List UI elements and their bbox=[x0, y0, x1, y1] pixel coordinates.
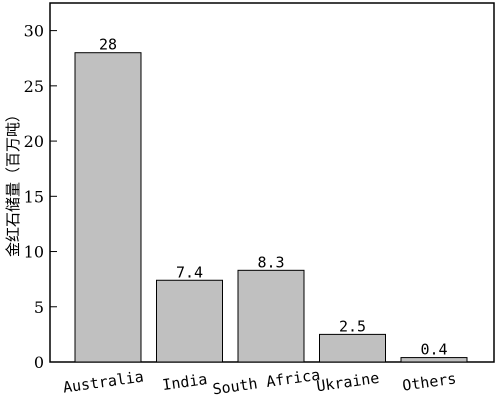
y-axis: 0 5 10 15 20 25 30 bbox=[24, 22, 57, 372]
y-axis-title: 金红石储量（百万吨） bbox=[4, 107, 22, 257]
bar-others bbox=[400, 357, 468, 363]
y-tick-label: 0 bbox=[34, 353, 44, 372]
y-tick-label: 10 bbox=[24, 243, 44, 262]
bar-value-label: 8.3 bbox=[257, 253, 284, 271]
x-tick-label: Ukraine bbox=[315, 369, 380, 396]
x-tick-label: India bbox=[161, 370, 208, 394]
bar-south-africa bbox=[237, 269, 305, 363]
x-tick-label: Others bbox=[401, 369, 457, 394]
bar-india bbox=[156, 279, 223, 363]
y-tick-label: 30 bbox=[24, 22, 44, 41]
y-tick-label: 15 bbox=[24, 187, 44, 206]
data-labels: 28 7.4 8.3 2.5 0.4 bbox=[99, 36, 448, 359]
y-tick-label: 25 bbox=[24, 77, 44, 96]
x-tick-label: Australia bbox=[62, 367, 145, 396]
y-tick-label: 20 bbox=[24, 132, 44, 151]
bar-value-label: 2.5 bbox=[339, 317, 366, 335]
x-tick-label: South Africa bbox=[211, 366, 321, 399]
bars bbox=[74, 52, 468, 363]
bar-value-label: 28 bbox=[99, 36, 117, 54]
bar-australia bbox=[74, 52, 142, 363]
bar-value-label: 0.4 bbox=[420, 341, 447, 359]
y-tick-label: 5 bbox=[34, 298, 44, 317]
bar-value-label: 7.4 bbox=[176, 263, 203, 281]
bar-ukraine bbox=[319, 333, 386, 363]
